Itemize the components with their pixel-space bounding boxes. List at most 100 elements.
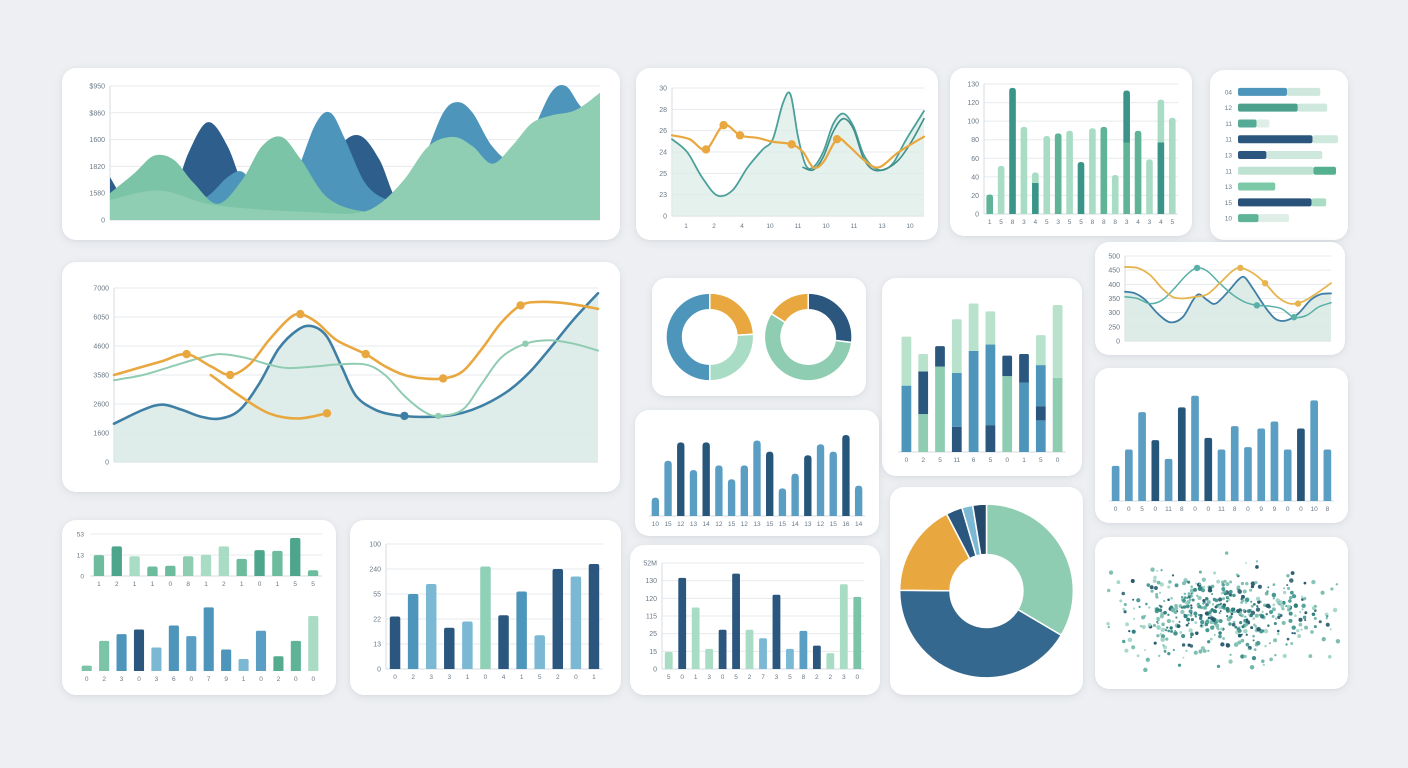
svg-text:3: 3	[1148, 219, 1152, 226]
svg-text:3: 3	[155, 676, 159, 683]
svg-text:$860: $860	[89, 110, 105, 117]
svg-text:15: 15	[664, 521, 672, 528]
multi-line-chart: 7000 6050 4600 3580 2600 1600 0	[93, 286, 600, 467]
svg-text:28: 28	[659, 107, 667, 114]
svg-text:2: 2	[556, 674, 560, 681]
horizontal-bars-chart: 04 12 11 11 13 11 13 15 10	[1225, 87, 1338, 223]
svg-text:500: 500	[1108, 254, 1120, 261]
svg-text:55: 55	[373, 592, 381, 599]
svg-text:20: 20	[971, 193, 979, 200]
svg-text:8: 8	[186, 581, 190, 588]
svg-text:12: 12	[715, 521, 723, 528]
card-rounded-blue-bars: 10 15 12 13 14 12 15 12 13 15 15 14 13 12 15 16 14	[635, 410, 879, 536]
card-stacked-bars: 0 2 5 11 6 5 0 1 5 0	[882, 278, 1082, 476]
svg-text:400: 400	[1108, 282, 1120, 289]
svg-text:13: 13	[878, 223, 886, 230]
svg-text:5: 5	[1170, 219, 1174, 226]
svg-text:2: 2	[921, 457, 925, 464]
svg-text:0: 0	[653, 667, 657, 674]
svg-text:0: 0	[311, 676, 315, 683]
svg-text:0: 0	[855, 674, 859, 681]
svg-text:250: 250	[1108, 324, 1120, 331]
svg-text:52M: 52M	[643, 561, 657, 568]
svg-text:13: 13	[77, 553, 85, 560]
svg-text:350: 350	[1108, 296, 1120, 303]
svg-text:2: 2	[712, 223, 716, 230]
svg-text:04: 04	[1225, 89, 1233, 96]
svg-text:5: 5	[1068, 219, 1072, 226]
svg-text:26: 26	[659, 128, 667, 135]
svg-text:13: 13	[690, 521, 698, 528]
svg-text:0: 0	[1286, 506, 1290, 513]
svg-text:1600: 1600	[93, 431, 109, 438]
svg-text:10: 10	[822, 223, 830, 230]
svg-text:11: 11	[1225, 168, 1232, 175]
navy-bars-chart: 100 240 55 22 13 0 0 2 3 3 1 0 4 1 5 2 0 1	[369, 542, 603, 681]
svg-text:0: 0	[484, 674, 488, 681]
svg-text:1: 1	[988, 219, 992, 226]
svg-text:7000: 7000	[93, 286, 109, 293]
svg-text:11: 11	[1225, 121, 1232, 128]
svg-text:1: 1	[1022, 457, 1026, 464]
svg-text:9: 9	[1273, 506, 1277, 513]
big-donut-chart	[898, 503, 1075, 679]
svg-text:30: 30	[659, 86, 667, 93]
svg-text:5: 5	[1140, 506, 1144, 513]
svg-text:7: 7	[761, 674, 765, 681]
svg-text:1: 1	[684, 223, 688, 230]
svg-text:100: 100	[369, 542, 381, 549]
svg-text:25: 25	[649, 631, 657, 638]
donut-pair-chart	[665, 292, 853, 382]
card-stream-area: $950 $860 1600 1820 1580 0	[62, 68, 620, 240]
card-donut-pair	[652, 278, 866, 396]
svg-text:4: 4	[1159, 219, 1163, 226]
svg-text:8: 8	[1102, 219, 1106, 226]
svg-text:1580: 1580	[89, 191, 105, 198]
svg-text:4600: 4600	[93, 344, 109, 351]
svg-text:3: 3	[707, 674, 711, 681]
svg-text:10: 10	[766, 223, 774, 230]
svg-text:3: 3	[429, 674, 433, 681]
svg-text:3: 3	[1056, 219, 1060, 226]
svg-text:11: 11	[1225, 137, 1232, 144]
svg-text:8: 8	[1011, 219, 1015, 226]
svg-text:1: 1	[133, 581, 137, 588]
svg-text:15: 15	[1225, 200, 1233, 207]
svg-text:9: 9	[1259, 506, 1263, 513]
svg-text:12: 12	[741, 521, 749, 528]
svg-text:12: 12	[817, 521, 825, 528]
svg-text:2: 2	[748, 674, 752, 681]
svg-text:7: 7	[207, 676, 211, 683]
rounded-blue-bars-chart: 10 15 12 13 14 12 15 12 13 15 15 14 13 12 15 16 14	[649, 435, 865, 528]
svg-text:5: 5	[989, 457, 993, 464]
svg-text:6: 6	[972, 457, 976, 464]
svg-text:0: 0	[574, 674, 578, 681]
svg-text:5: 5	[311, 581, 315, 588]
svg-text:5: 5	[1079, 219, 1083, 226]
svg-text:8: 8	[1326, 506, 1330, 513]
svg-text:24: 24	[659, 150, 667, 157]
svg-text:0: 0	[105, 460, 109, 467]
svg-text:2: 2	[115, 581, 119, 588]
card-dual-row-bars: 53 13 0 1 2 1 1 0 8 1 2 1 0 1 5 5 0 2 3 0 3 6 0 7 9 1 0 2 0 0	[62, 520, 336, 695]
svg-text:4: 4	[1034, 219, 1038, 226]
svg-text:130: 130	[967, 82, 979, 89]
svg-text:4: 4	[502, 674, 506, 681]
svg-text:5: 5	[293, 581, 297, 588]
svg-text:0: 0	[294, 676, 298, 683]
svg-text:1: 1	[592, 674, 596, 681]
svg-text:1: 1	[694, 674, 698, 681]
svg-text:1: 1	[97, 581, 101, 588]
svg-text:5: 5	[938, 457, 942, 464]
svg-text:2: 2	[222, 581, 226, 588]
svg-text:3: 3	[120, 676, 124, 683]
stacked-bars-chart: 0 2 5 11 6 5 0 1 5 0	[898, 303, 1066, 464]
svg-text:1: 1	[204, 581, 208, 588]
svg-text:0: 0	[101, 218, 105, 225]
svg-text:14: 14	[792, 521, 800, 528]
svg-text:16: 16	[842, 521, 850, 528]
stream-area-chart: $950 $860 1600 1820 1580 0	[89, 84, 600, 225]
svg-text:5: 5	[1039, 457, 1043, 464]
svg-text:8: 8	[1091, 219, 1095, 226]
